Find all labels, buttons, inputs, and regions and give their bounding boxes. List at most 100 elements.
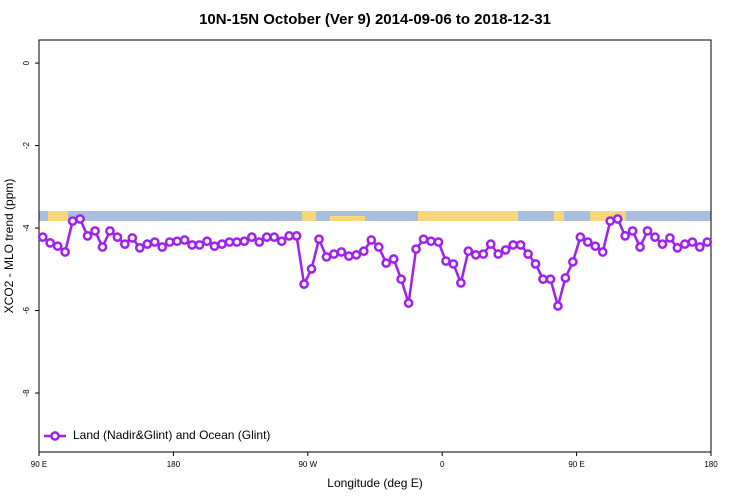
data-point — [134, 243, 145, 253]
data-point — [299, 279, 309, 289]
legend-label: Land (Nadir&Glint) and Ocean (Glint) — [73, 428, 270, 442]
y-tick-label: -8 — [22, 389, 31, 397]
data-point — [500, 245, 511, 255]
data-point — [217, 239, 227, 249]
data-point — [687, 237, 698, 247]
data-point — [149, 237, 160, 247]
data-point — [456, 278, 466, 288]
data-point — [411, 244, 421, 254]
data-point — [657, 239, 668, 249]
x-tick-label: 90 W — [298, 460, 317, 469]
data-point — [650, 232, 660, 242]
data-point — [105, 226, 115, 236]
data-point — [164, 237, 175, 247]
data-point — [680, 239, 690, 249]
data-point — [179, 235, 190, 245]
data-point — [97, 242, 108, 252]
data-point — [37, 232, 48, 242]
data-point — [120, 239, 130, 249]
data-point — [112, 232, 123, 242]
data-point — [485, 239, 496, 249]
data-point — [694, 242, 705, 252]
data-point — [426, 236, 436, 247]
data-point — [232, 237, 242, 247]
data-point — [157, 242, 168, 252]
data-point — [269, 232, 280, 242]
data-point — [478, 249, 489, 259]
data-point — [538, 274, 548, 285]
legend-marker — [50, 431, 60, 441]
data-point — [620, 231, 630, 241]
data-point — [254, 237, 265, 247]
data-point — [60, 247, 70, 257]
data-point — [665, 233, 675, 243]
data-point — [388, 254, 399, 264]
data-point — [381, 258, 392, 268]
data-point — [530, 259, 541, 269]
data-point — [508, 240, 518, 250]
data-point — [246, 232, 257, 242]
data-point — [396, 274, 406, 285]
data-point — [45, 238, 56, 248]
data-point — [261, 232, 272, 242]
x-tick-label: 180 — [704, 460, 718, 469]
y-tick-label: -2 — [22, 141, 31, 149]
data-point — [276, 236, 287, 247]
data-point — [441, 256, 451, 266]
data-point — [597, 247, 608, 257]
data-point — [82, 231, 93, 241]
data-point — [224, 237, 235, 247]
x-tick-label: 0 — [440, 460, 445, 469]
data-point — [582, 237, 593, 247]
data-point — [351, 250, 362, 260]
data-point — [172, 236, 182, 247]
data-point — [702, 237, 713, 247]
data-point — [575, 232, 586, 242]
data-point — [568, 257, 578, 267]
data-point — [627, 226, 638, 236]
data-point — [448, 259, 459, 269]
data-point — [291, 231, 302, 241]
data-point — [493, 249, 504, 259]
data-point — [523, 249, 533, 259]
data-point — [366, 235, 377, 245]
data-point — [433, 237, 444, 247]
x-tick-label: 180 — [167, 460, 181, 469]
chart-title: 10N-15N October (Ver 9) 2014-09-06 to 20… — [199, 11, 551, 28]
data-point — [463, 246, 474, 257]
data-point — [321, 252, 332, 262]
data-point — [142, 239, 153, 249]
data-point — [306, 264, 317, 274]
data-point — [314, 234, 324, 245]
x-tick-label: 90 E — [568, 460, 584, 469]
x-axis-label: Longitude (deg E) — [327, 476, 422, 490]
data-point — [90, 226, 100, 236]
data-point — [635, 242, 645, 252]
data-point — [403, 298, 414, 308]
data-point — [209, 241, 220, 252]
data-point — [239, 236, 250, 247]
data-point — [52, 241, 63, 252]
data-point — [373, 242, 384, 252]
data-point — [605, 216, 616, 226]
plot-frame — [38, 39, 712, 453]
data-point — [642, 226, 653, 236]
series-line — [41, 217, 708, 311]
data-point — [553, 301, 563, 311]
data-point — [515, 240, 526, 250]
x-tick-label: 90 E — [31, 460, 47, 469]
y-tick-label: -6 — [22, 306, 31, 314]
data-point — [344, 251, 354, 261]
map-strip — [39, 211, 711, 221]
y-tick-label: -4 — [22, 224, 31, 232]
data-point — [127, 233, 138, 243]
data-point — [67, 216, 78, 226]
data-point — [284, 231, 294, 241]
data-point — [336, 247, 347, 257]
data-point — [187, 240, 197, 250]
data-point — [470, 250, 481, 260]
data-point — [75, 214, 85, 224]
data-point — [672, 243, 683, 253]
y-tick-label: 0 — [22, 60, 31, 65]
